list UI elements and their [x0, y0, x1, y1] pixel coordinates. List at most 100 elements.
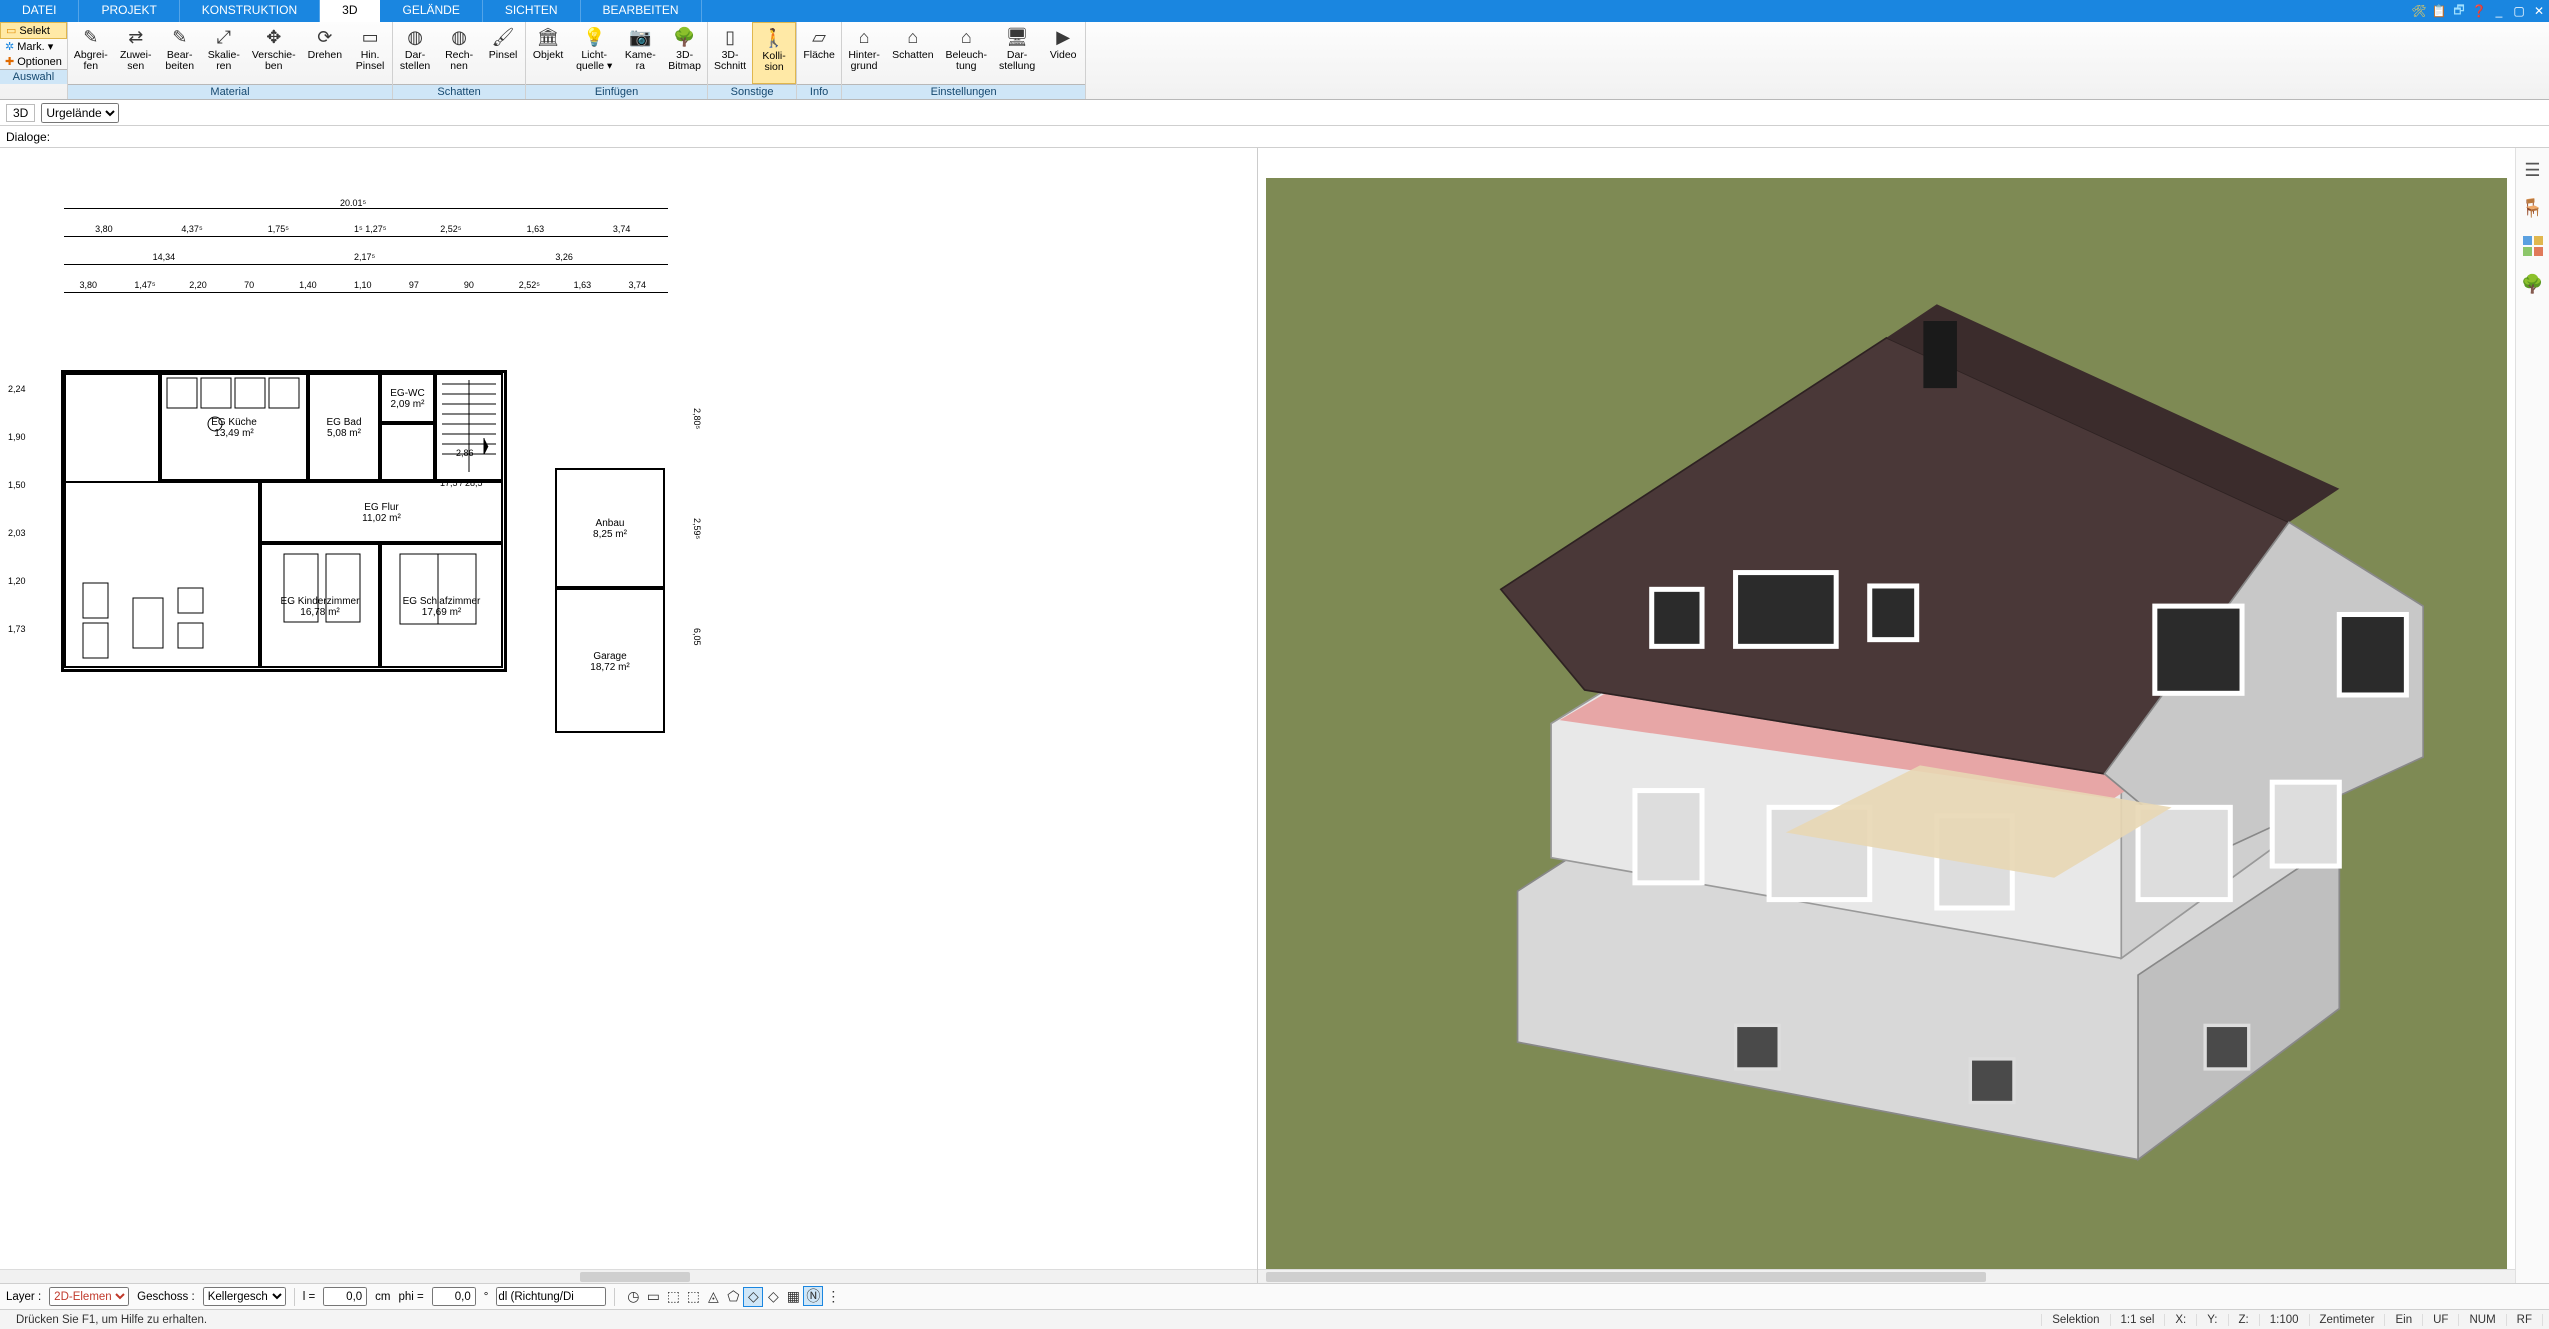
stair-note: 17,5 / 28,5	[440, 478, 483, 488]
dim-label: 1,75⁵	[268, 224, 289, 234]
ribbon-btn-einstellungen-4[interactable]: ▶Video	[1041, 22, 1085, 84]
tab-gelaende[interactable]: GELÄNDE	[380, 0, 482, 22]
ribbon-icon: 🖥	[1004, 24, 1030, 50]
ribbon-btn-einstellungen-2[interactable]: ⌂Beleuch- tung	[940, 22, 993, 84]
help-icon[interactable]: ❓	[2469, 0, 2489, 22]
ribbon-label: 3D- Bitmap	[668, 50, 701, 72]
bottom-icon-3[interactable]: ⬚	[683, 1287, 703, 1307]
bottom-icon-8[interactable]: ▦	[783, 1287, 803, 1307]
ribbon-btn-material-0[interactable]: ✎Abgrei- fen	[68, 22, 114, 84]
ribbon-btn-schatten-0[interactable]: ◍Dar- stellen	[393, 22, 437, 84]
ribbon-group-schatten: ◍Dar- stellen◍Rech- nen🖌PinselSchatten	[393, 22, 526, 99]
tab-sichten[interactable]: SICHTEN	[483, 0, 581, 22]
maximize-icon[interactable]: ▢	[2509, 0, 2529, 22]
tree-icon[interactable]: 🌳	[2521, 272, 2545, 296]
room-3[interactable]	[380, 423, 435, 481]
dialog-label: Dialoge:	[6, 130, 50, 144]
viewport-2d[interactable]: 20.01⁵ EG Küche 13,49 m²EG Bad 5,08 m²EG…	[0, 148, 1258, 1283]
dim-label: 1,90	[8, 432, 26, 442]
bottom-icon-6[interactable]: ◇	[743, 1287, 763, 1307]
floor-select[interactable]: Kellergesch	[203, 1287, 286, 1306]
ribbon-btn-info-0[interactable]: ▱Fläche	[797, 22, 841, 84]
bottom-icon-7[interactable]: ◇	[763, 1287, 783, 1307]
ribbon-label: Fläche	[803, 50, 835, 61]
dim-label: 3,74	[613, 224, 631, 234]
tab-3d[interactable]: 3D	[320, 0, 380, 22]
ribbon-btn-material-1[interactable]: ⇄Zuwei- sen	[114, 22, 158, 84]
ribbon-icon: ⌂	[953, 24, 979, 50]
bottom-icon-1[interactable]: ▭	[643, 1287, 663, 1307]
ribbon-label: Video	[1050, 50, 1077, 61]
mark-tool[interactable]: ✲Mark.▾	[0, 39, 67, 54]
ribbon-btn-einfügen-2[interactable]: 📷Kame- ra	[618, 22, 662, 84]
chair-icon[interactable]: 🪑	[2521, 196, 2545, 220]
options-tool[interactable]: ✚Optionen	[0, 54, 67, 69]
ribbon-btn-schatten-2[interactable]: 🖌Pinsel	[481, 22, 525, 84]
dim-label: 2,20	[189, 280, 207, 290]
terrain-select[interactable]: Urgelände	[41, 103, 119, 123]
select-tool[interactable]: ▭Selekt	[0, 22, 67, 39]
ribbon-icon: 🚶	[761, 25, 787, 51]
ribbon-btn-einfügen-0[interactable]: 🏛Objekt	[526, 22, 570, 84]
ribbon-icon: ⟳	[312, 24, 338, 50]
tab-datei[interactable]: DATEI	[0, 0, 79, 22]
l-input[interactable]	[323, 1287, 367, 1306]
ribbon-btn-einstellungen-0[interactable]: ⌂Hinter- grund	[842, 22, 886, 84]
dl-input[interactable]	[496, 1287, 606, 1306]
dim-label: 2,52⁵	[440, 224, 461, 234]
ribbon-btn-sonstige-0[interactable]: ▯3D- Schnitt	[708, 22, 752, 84]
palette-icon[interactable]	[2521, 234, 2545, 258]
clipboard-icon[interactable]: 📋	[2429, 0, 2449, 22]
scrollbar-2d[interactable]	[0, 1269, 1257, 1283]
ribbon-label: Kame- ra	[625, 50, 656, 72]
dim-label: 2,03	[8, 528, 26, 538]
ribbon-btn-einfügen-3[interactable]: 🌳3D- Bitmap	[662, 22, 707, 84]
bottom-icon-2[interactable]: ⬚	[663, 1287, 683, 1307]
tools-icon[interactable]: 🛠	[2409, 0, 2429, 22]
tab-projekt[interactable]: PROJEKT	[79, 0, 179, 22]
ribbon-btn-material-6[interactable]: ▭Hin. Pinsel	[348, 22, 392, 84]
dim-label: 1⁵ 1,27⁵	[354, 224, 386, 234]
bottom-icon-5[interactable]: ⬠	[723, 1287, 743, 1307]
l-label: l =	[303, 1291, 315, 1303]
ribbon-label: Rech- nen	[445, 50, 473, 72]
ribbon: ▭Selekt ✲Mark.▾ ✚Optionen Auswahl ✎Abgre…	[0, 22, 2549, 100]
ribbon-label: Objekt	[533, 50, 563, 61]
ribbon-btn-schatten-1[interactable]: ◍Rech- nen	[437, 22, 481, 84]
layer-select[interactable]: 2D-Elemen	[49, 1287, 129, 1306]
room-label: Anbau 8,25 m²	[561, 518, 659, 540]
ribbon-icon: ✎	[167, 24, 193, 50]
close-icon[interactable]: ✕	[2529, 0, 2549, 22]
scrollbar-3d[interactable]	[1258, 1269, 2515, 1283]
bottom-icon-10[interactable]: ⋮	[823, 1287, 843, 1307]
ribbon-btn-einstellungen-1[interactable]: ⌂Schatten	[886, 22, 939, 84]
tab-bearbeiten[interactable]: BEARBEITEN	[581, 0, 702, 22]
ribbon-btn-material-2[interactable]: ✎Bear- beiten	[158, 22, 202, 84]
dim-label: 1,10	[354, 280, 372, 290]
phi-input[interactable]	[432, 1287, 476, 1306]
ribbon-icon: ✥	[261, 24, 287, 50]
room-label: EG-WC 2,09 m²	[386, 388, 429, 410]
ribbon-btn-material-4[interactable]: ✥Verschie- ben	[246, 22, 302, 84]
windows-icon[interactable]: 🗗	[2449, 0, 2469, 22]
ribbon-label: Kolli- sion	[762, 51, 785, 73]
ribbon-label: Skalie- ren	[208, 50, 240, 72]
minimize-icon[interactable]: _	[2489, 0, 2509, 22]
ribbon-label: Bear- beiten	[165, 50, 194, 72]
bottom-icon-4[interactable]: ◬	[703, 1287, 723, 1307]
tab-konstruktion[interactable]: KONSTRUKTION	[180, 0, 320, 22]
ribbon-btn-sonstige-1[interactable]: 🚶Kolli- sion	[752, 22, 796, 84]
bottom-icon-0[interactable]: ◷	[623, 1287, 643, 1307]
stair-dim: 2,86	[456, 448, 474, 458]
ribbon-btn-einfügen-1[interactable]: 💡Licht- quelle ▾	[570, 22, 618, 84]
ribbon-btn-material-5[interactable]: ⟳Drehen	[302, 22, 348, 84]
ribbon-btn-material-3[interactable]: ⤢Skalie- ren	[202, 22, 246, 84]
dim-label: 3,74	[629, 280, 647, 290]
viewport-3d[interactable]	[1258, 148, 2515, 1283]
ribbon-label: Verschie- ben	[252, 50, 296, 72]
ribbon-btn-einstellungen-3[interactable]: 🖥Dar- stellung	[993, 22, 1041, 84]
layers-icon[interactable]: ☰	[2521, 158, 2545, 182]
bottom-icon-9[interactable]: Ⓝ	[803, 1286, 823, 1306]
status-x: X:	[2165, 1314, 2197, 1326]
staircase-icon	[438, 376, 500, 478]
